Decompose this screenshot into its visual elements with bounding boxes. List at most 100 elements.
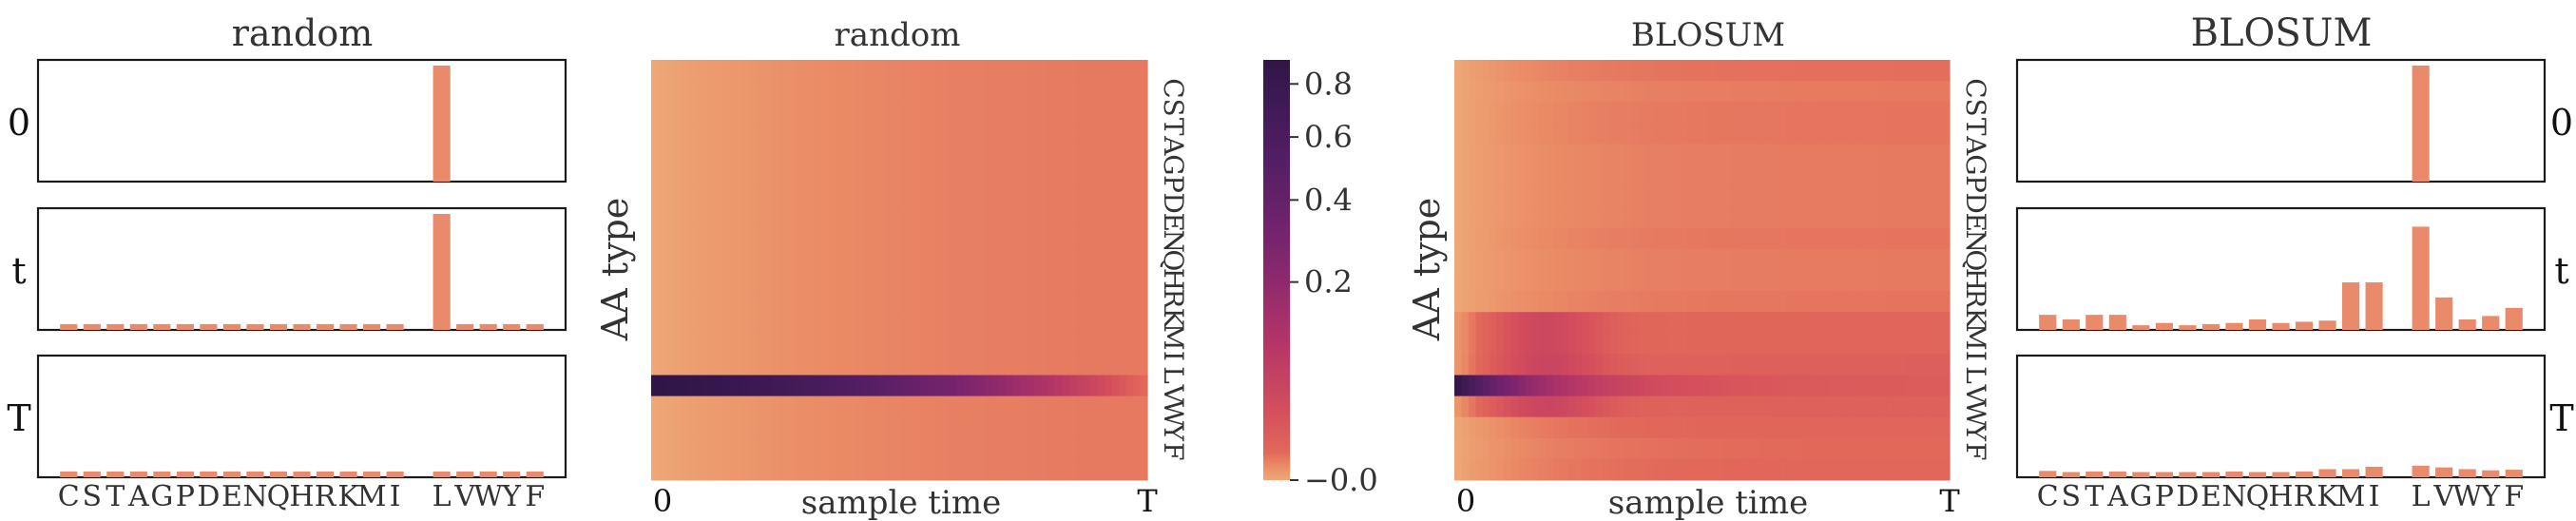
heatmap-cell — [863, 206, 872, 229]
heatmap-cell — [1829, 248, 1837, 271]
heatmap-cell — [1609, 396, 1618, 418]
heatmap-cell — [963, 185, 971, 208]
heatmap-cell — [771, 206, 779, 229]
heatmap-cell — [1041, 458, 1049, 481]
heatmap-cell — [1560, 375, 1568, 396]
y-tick-label: A — [1158, 135, 1189, 156]
heatmap-cell — [1111, 248, 1120, 271]
heatmap-cell — [1864, 123, 1873, 145]
bar — [386, 323, 404, 330]
y-tick-label: Q — [1960, 249, 1991, 271]
heatmap-cell — [1935, 396, 1944, 418]
heatmap-cell — [1631, 458, 1640, 481]
heatmap-cell — [877, 375, 886, 396]
heatmap-cell — [814, 185, 822, 208]
heatmap-cell — [1722, 270, 1731, 292]
heatmap-cell — [1609, 81, 1618, 103]
heatmap-cell — [1864, 375, 1873, 396]
heatmap-cell — [1475, 333, 1484, 355]
heatmap-cell — [1899, 396, 1908, 418]
heatmap-cell — [1581, 185, 1590, 208]
heatmap-cell — [835, 164, 843, 186]
heatmap-cell — [1644, 123, 1653, 145]
heatmap-cell — [1595, 375, 1604, 396]
heatmap-cell — [664, 206, 673, 229]
bar — [153, 323, 171, 330]
heatmap-cell — [736, 291, 744, 313]
heatmap-cell — [1097, 81, 1105, 103]
heatmap-cell — [1105, 60, 1113, 82]
heatmap-cell — [1111, 396, 1120, 418]
heatmap-cell — [906, 227, 914, 250]
heatmap-cell — [1942, 248, 1951, 271]
bar — [433, 214, 451, 330]
heatmap-cell — [1574, 375, 1583, 396]
heatmap-cell — [1027, 102, 1035, 124]
bar — [2062, 319, 2080, 330]
bar — [2272, 472, 2290, 477]
heatmap-cell — [1468, 60, 1476, 82]
heatmap-cell — [658, 227, 666, 250]
heatmap-cell — [1687, 270, 1696, 292]
heatmap-cell — [1836, 144, 1844, 165]
heatmap-cell — [1076, 185, 1085, 208]
heatmap-cell — [1886, 248, 1894, 271]
heatmap-cell — [785, 248, 794, 271]
heatmap-cell — [920, 312, 929, 334]
heatmap-cell — [1907, 185, 1915, 208]
heatmap-cell — [1737, 144, 1745, 165]
heatmap-cell — [1913, 81, 1922, 103]
heatmap-cell — [1125, 123, 1134, 145]
heatmap-cell — [1595, 354, 1604, 376]
heatmap-cell — [1525, 206, 1533, 229]
heatmap-cell — [750, 185, 759, 208]
heatmap-cell — [1055, 396, 1064, 418]
heatmap-cell — [1490, 185, 1498, 208]
bar — [2062, 472, 2080, 477]
heatmap-cell — [1624, 144, 1632, 165]
heatmap-cell — [1496, 312, 1505, 334]
bar — [2318, 469, 2336, 477]
heatmap-cell — [1005, 312, 1013, 334]
heatmap-cell — [1531, 416, 1540, 439]
heatmap-cell — [1133, 437, 1142, 460]
heatmap-cell — [1681, 164, 1689, 186]
heatmap-cell — [1588, 185, 1597, 208]
heatmap-cell — [1490, 164, 1498, 186]
heatmap-cell — [672, 206, 681, 229]
heatmap-cell — [807, 144, 816, 165]
heatmap-cell — [871, 144, 879, 165]
heatmap-cell — [1454, 396, 1463, 418]
heatmap-cell — [1517, 333, 1527, 355]
heatmap-cell — [1942, 437, 1951, 460]
bar — [2108, 471, 2126, 477]
heatmap-cell — [686, 291, 695, 313]
heatmap-cell — [1567, 312, 1576, 334]
heatmap-cell — [1553, 375, 1562, 396]
heatmap-cell — [998, 81, 1007, 103]
heatmap-cell — [1105, 123, 1113, 145]
heatmap-cell — [998, 144, 1007, 165]
random-heatmap-title: random — [835, 16, 961, 54]
blosum-x-tick-labels: C S T A G P D E N Q H R KM I L VW Y F — [2037, 480, 2524, 513]
heatmap-cell — [1786, 206, 1795, 229]
heatmap-cell — [1553, 354, 1562, 376]
heatmap-cell — [1850, 185, 1858, 208]
heatmap-cell — [658, 248, 666, 271]
blosum-bars — [2039, 66, 2523, 477]
heatmap-cell — [984, 185, 992, 208]
heatmap-cell — [984, 227, 992, 250]
heatmap-cell — [1794, 396, 1802, 418]
heatmap-cell — [1794, 164, 1802, 186]
heatmap-cell — [927, 144, 935, 165]
heatmap-cell — [1907, 206, 1915, 229]
heatmap-cell — [1510, 270, 1519, 292]
heatmap-cell — [1843, 227, 1852, 250]
bar — [106, 471, 125, 477]
heatmap-cell — [1055, 354, 1064, 376]
heatmap-cell — [1701, 416, 1710, 439]
heatmap-cell — [1005, 60, 1013, 82]
heatmap-cell — [1631, 416, 1640, 439]
heatmap-cell — [1560, 396, 1568, 418]
heatmap-cell — [1779, 227, 1788, 250]
